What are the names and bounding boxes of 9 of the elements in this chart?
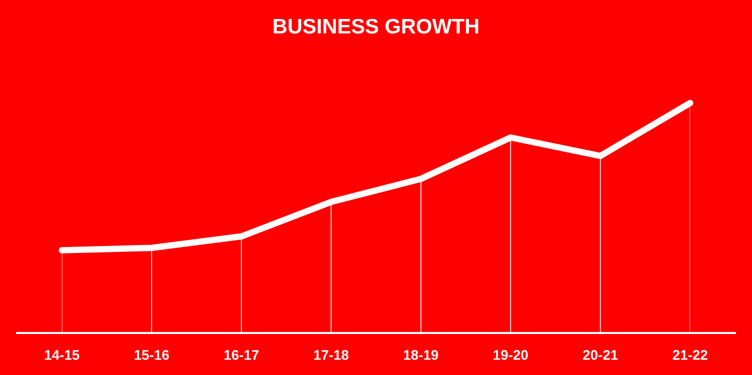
x-tick-label: 16-17: [224, 350, 259, 360]
x-tick-label: 18-19: [404, 350, 438, 360]
x-tick-label: 15-16: [134, 350, 169, 360]
chart-title: BUSINESS GROWTH: [274, 18, 478, 34]
x-tick-label: 17-18: [314, 350, 348, 360]
x-tick-label: 19-20: [494, 350, 528, 360]
x-tick-label: 20-21: [583, 350, 618, 360]
x-tick-label: 21-22: [672, 350, 708, 360]
x-tick-label: 14-15: [44, 350, 80, 360]
